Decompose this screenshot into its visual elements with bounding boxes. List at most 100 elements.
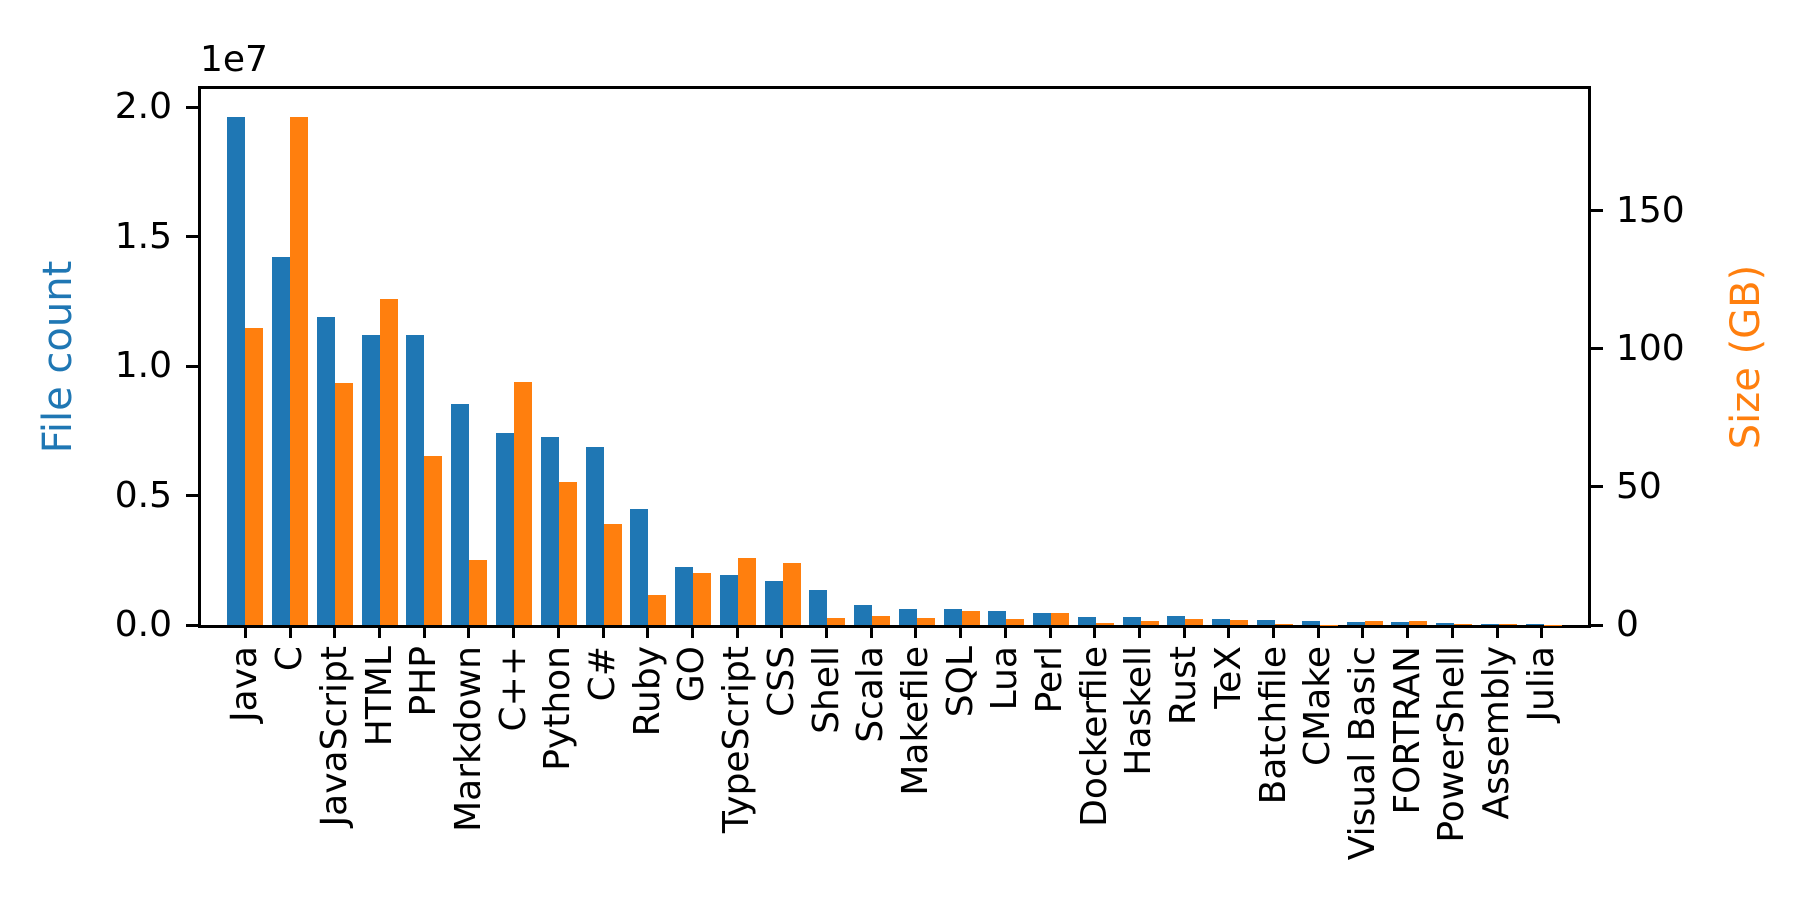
xtick-php <box>422 625 426 638</box>
xtick-typescript <box>735 625 739 638</box>
bar-group-powershell <box>1432 89 1477 625</box>
bar-group-shell <box>805 89 850 625</box>
xtick-label-makefile: Makefile <box>894 646 936 796</box>
bar-size-gb-powershell <box>1454 624 1473 625</box>
bar-file-count-perl <box>1033 613 1052 625</box>
bar-group-makefile <box>894 89 939 625</box>
bar-file-count-python <box>540 436 559 625</box>
xtick-cmake <box>1316 625 1320 638</box>
bar-group-java <box>223 89 268 625</box>
xtick-perl <box>1048 625 1052 638</box>
xtick-css <box>780 625 784 638</box>
xtick-label-perl: Perl <box>1029 646 1070 714</box>
bar-file-count-html <box>361 334 380 625</box>
xtick-c <box>601 625 605 638</box>
left-ytick-label-1.5: 1.5 <box>114 215 172 257</box>
bar-size-gb-rust <box>1185 619 1204 625</box>
left-ytick-1.5 <box>186 235 199 239</box>
xtick-shell <box>825 625 828 638</box>
bar-file-count-javascript <box>316 317 335 625</box>
bar-group-visual-basic <box>1342 89 1387 625</box>
bar-group-sql <box>939 89 984 625</box>
xtick-powershell <box>1450 625 1454 638</box>
left-ytick-1.0 <box>186 364 199 368</box>
bar-size-gb-batchfile <box>1274 624 1293 625</box>
xtick-label-scala: Scala <box>850 646 892 743</box>
xtick-batchfile <box>1272 625 1275 638</box>
bar-group-haskell <box>1118 89 1163 625</box>
bar-group-python <box>536 89 581 625</box>
bar-file-count-c <box>495 433 514 625</box>
xtick-lua <box>1003 625 1007 638</box>
bar-file-count-css <box>764 580 783 625</box>
xtick-c <box>288 625 292 638</box>
bar-group-tex <box>1208 89 1253 625</box>
xtick-label-php: PHP <box>403 646 445 717</box>
bar-size-gb-typescript <box>737 557 756 625</box>
bar-file-count-tex <box>1212 618 1231 625</box>
xtick-dockerfile <box>1093 625 1097 638</box>
left-axis-offset-text: 1e7 <box>200 39 268 80</box>
bars-row <box>201 89 1588 625</box>
bar-size-gb-c <box>513 381 532 625</box>
xtick-visual-basic <box>1361 625 1365 638</box>
bar-group-markdown <box>447 89 492 625</box>
xtick-label-batchfile: Batchfile <box>1252 646 1294 805</box>
xtick-label-sql: SQL <box>939 646 981 718</box>
xtick-label-powershell: PowerShell <box>1431 646 1473 843</box>
xtick-label-c: C++ <box>492 646 534 732</box>
bar-group-julia <box>1521 89 1566 625</box>
xtick-makefile <box>914 625 918 638</box>
bar-file-count-ruby <box>630 509 649 625</box>
bar-file-count-fortran <box>1391 622 1410 625</box>
bar-group-php <box>402 89 447 625</box>
bar-size-gb-dockerfile <box>1095 623 1114 625</box>
xtick-scala <box>869 625 873 638</box>
right-ytick-150 <box>1590 209 1603 213</box>
xtick-label-markdown: Markdown <box>447 646 489 832</box>
bar-size-gb-haskell <box>1140 620 1159 625</box>
bar-size-gb-javascript <box>334 383 353 625</box>
bar-group-c <box>268 89 313 625</box>
right-axis-label: Size (GB) <box>1723 264 1769 450</box>
xtick-label-go: GO <box>671 646 713 703</box>
xtick-python <box>556 625 560 638</box>
bar-file-count-c <box>585 447 604 625</box>
bar-group-css <box>760 89 805 625</box>
bar-size-gb-lua <box>1006 619 1025 625</box>
xtick-tex <box>1227 625 1231 638</box>
left-ytick-label-1.0: 1.0 <box>114 345 172 387</box>
left-ytick-0.5 <box>186 494 199 497</box>
xtick-sql <box>959 625 963 638</box>
xtick-label-assembly: Assembly <box>1476 646 1517 820</box>
bar-group-assembly <box>1476 89 1521 625</box>
xtick-c <box>512 625 515 638</box>
left-ytick-label-2.0: 2.0 <box>114 86 172 128</box>
bar-size-gb-shell <box>827 618 846 625</box>
bar-size-gb-html <box>379 298 398 625</box>
xtick-markdown <box>467 625 471 638</box>
xtick-label-rust: Rust <box>1163 646 1205 726</box>
bar-size-gb-markdown <box>469 560 488 625</box>
bar-size-gb-assembly <box>1498 623 1517 625</box>
xtick-java <box>243 625 247 638</box>
bar-file-count-powershell <box>1436 622 1455 625</box>
xtick-label-typescript: TypeScript <box>716 646 758 834</box>
xtick-label-dockerfile: Dockerfile <box>1073 646 1115 827</box>
xtick-fortran <box>1406 625 1410 638</box>
bar-group-c <box>492 89 537 625</box>
xtick-html <box>378 625 381 638</box>
bar-size-gb-makefile <box>916 618 935 625</box>
bar-file-count-rust <box>1167 615 1186 625</box>
bar-group-rust <box>1163 89 1208 625</box>
xtick-label-cmake: CMake <box>1297 646 1339 766</box>
xtick-label-c: C <box>269 646 311 672</box>
bar-file-count-sql <box>943 609 962 625</box>
bar-file-count-scala <box>854 604 873 625</box>
bar-size-gb-python <box>558 482 577 625</box>
xtick-label-ruby: Ruby <box>626 646 668 737</box>
right-ytick-100 <box>1590 347 1603 351</box>
xtick-label-julia: Julia <box>1520 646 1562 722</box>
xtick-go <box>690 625 694 638</box>
